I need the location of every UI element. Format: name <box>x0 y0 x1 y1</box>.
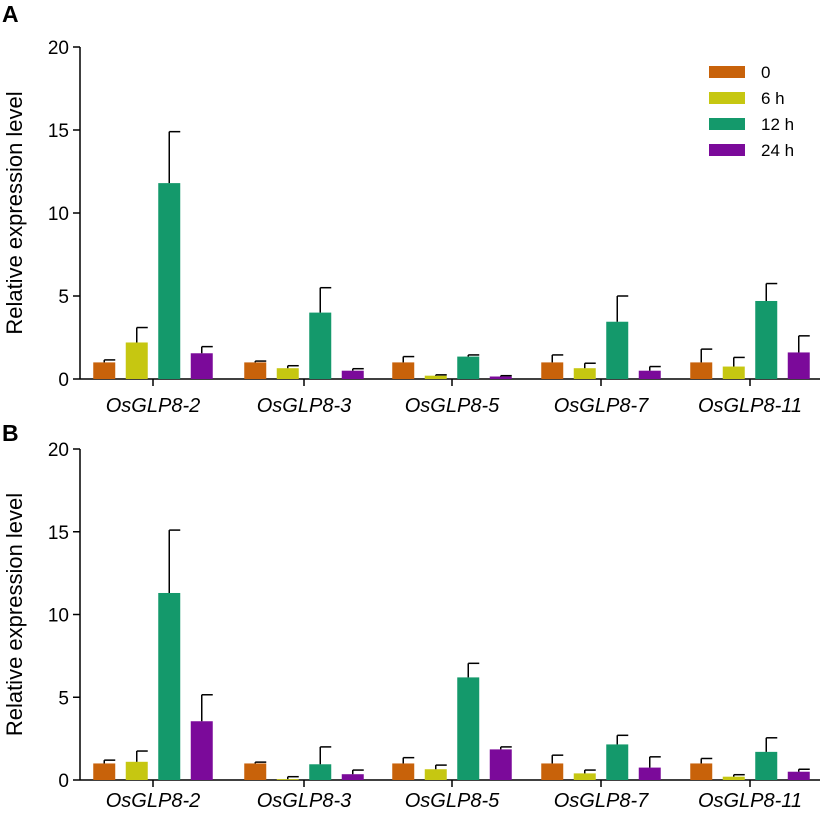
x-tick-label-b-OsGLP8-5: OsGLP8-5 <box>405 790 500 812</box>
bar-b-OsGLP8-11-24h <box>787 771 810 780</box>
bar-b-OsGLP8-11-0 <box>690 763 713 780</box>
bar-a-OsGLP8-3-12h <box>309 312 332 379</box>
bar-b-OsGLP8-11-6h <box>722 776 745 780</box>
x-tick-label-b-OsGLP8-11: OsGLP8-11 <box>698 790 802 812</box>
bar-b-OsGLP8-3-6h <box>276 779 299 780</box>
bar-a-OsGLP8-11-0 <box>690 362 713 379</box>
bar-b-OsGLP8-3-12h <box>309 764 332 780</box>
bar-b-OsGLP8-7-12h <box>606 744 629 780</box>
bar-a-OsGLP8-7-12h <box>606 321 629 379</box>
y-tick-label-b-0: 0 <box>58 771 69 792</box>
y-tick-label-a-10: 10 <box>48 204 69 225</box>
y-tick-label-a-20: 20 <box>48 38 69 59</box>
x-tick-label-b-OsGLP8-7: OsGLP8-7 <box>554 790 649 812</box>
y-axis-label-a: Relative expression level <box>2 91 27 334</box>
bar-a-OsGLP8-11-6h <box>722 366 745 379</box>
bar-b-OsGLP8-5-6h <box>424 769 447 780</box>
bar-a-OsGLP8-7-0 <box>541 362 564 379</box>
bar-b-OsGLP8-7-6h <box>573 773 596 780</box>
x-tick-label-a-OsGLP8-3: OsGLP8-3 <box>257 395 351 417</box>
bar-b-OsGLP8-7-24h <box>638 767 661 780</box>
y-tick-label-a-0: 0 <box>58 370 69 391</box>
bar-a-OsGLP8-5-6h <box>424 375 447 379</box>
x-tick-label-a-OsGLP8-11: OsGLP8-11 <box>698 395 802 417</box>
bar-b-OsGLP8-2-0 <box>93 763 116 780</box>
y-tick-label-b-15: 15 <box>48 523 69 544</box>
bar-a-OsGLP8-7-24h <box>638 370 661 379</box>
y-tick-label-b-10: 10 <box>48 606 69 627</box>
bar-a-OsGLP8-2-12h <box>158 183 181 379</box>
panel-label-a: A <box>2 1 19 27</box>
legend-label-12h: 12 h <box>761 115 794 134</box>
x-tick-label-a-OsGLP8-2: OsGLP8-2 <box>106 395 200 417</box>
bar-a-OsGLP8-7-6h <box>573 368 596 379</box>
bar-b-OsGLP8-5-12h <box>457 677 480 780</box>
bar-b-OsGLP8-11-12h <box>755 751 778 780</box>
bar-a-OsGLP8-11-12h <box>755 300 778 379</box>
bar-b-OsGLP8-2-6h <box>125 761 148 780</box>
bar-b-OsGLP8-7-0 <box>541 763 564 780</box>
x-tick-label-b-OsGLP8-3: OsGLP8-3 <box>257 790 351 812</box>
legend-label-0: 0 <box>761 63 770 82</box>
legend-swatch-12h <box>709 118 745 130</box>
bar-a-OsGLP8-2-0 <box>93 362 116 379</box>
bar-a-OsGLP8-5-24h <box>489 376 512 379</box>
legend-label-24h: 24 h <box>761 141 794 160</box>
bar-b-OsGLP8-2-24h <box>190 721 213 780</box>
x-tick-label-a-OsGLP8-7: OsGLP8-7 <box>554 395 649 417</box>
bar-a-OsGLP8-3-0 <box>244 362 267 379</box>
legend-swatch-6h <box>709 92 745 104</box>
bar-a-OsGLP8-5-12h <box>457 356 480 379</box>
bar-b-OsGLP8-3-0 <box>244 763 267 780</box>
bar-a-OsGLP8-3-24h <box>341 370 364 379</box>
bar-b-OsGLP8-5-24h <box>489 749 512 780</box>
bar-b-OsGLP8-2-12h <box>158 592 181 780</box>
bar-b-OsGLP8-3-24h <box>341 774 364 780</box>
y-tick-label-a-15: 15 <box>48 121 69 142</box>
y-tick-label-b-20: 20 <box>48 440 69 461</box>
y-axis-label-b: Relative expression level <box>2 493 27 736</box>
bar-a-OsGLP8-2-6h <box>125 342 148 379</box>
bar-b-OsGLP8-5-0 <box>392 763 415 780</box>
legend-swatch-24h <box>709 144 745 156</box>
y-tick-label-b-5: 5 <box>58 688 69 709</box>
x-tick-label-b-OsGLP8-2: OsGLP8-2 <box>106 790 200 812</box>
legend-label-6h: 6 h <box>761 89 785 108</box>
bar-a-OsGLP8-2-24h <box>190 353 213 379</box>
legend-swatch-0 <box>709 66 745 78</box>
y-tick-label-a-5: 5 <box>58 287 69 308</box>
bar-a-OsGLP8-3-6h <box>276 368 299 379</box>
x-tick-label-a-OsGLP8-5: OsGLP8-5 <box>405 395 500 417</box>
bar-a-OsGLP8-5-0 <box>392 362 415 379</box>
bar-a-OsGLP8-11-24h <box>787 352 810 379</box>
panel-label-b: B <box>2 420 19 446</box>
